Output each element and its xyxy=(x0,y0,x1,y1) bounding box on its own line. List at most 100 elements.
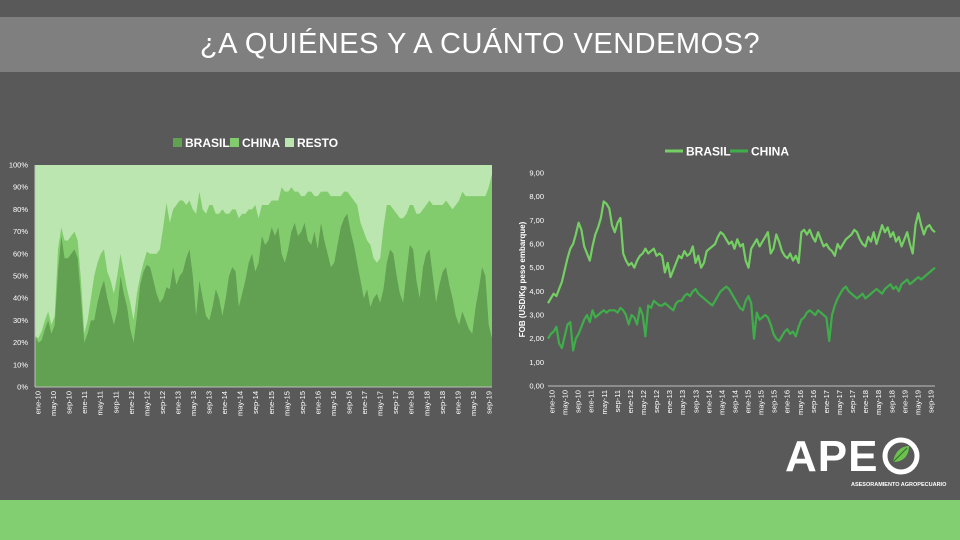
y-tick-label: 6,00 xyxy=(529,240,544,249)
x-tick-label: sep-17 xyxy=(391,391,400,414)
y-tick-label: 30% xyxy=(13,316,28,325)
x-tick-label: sep-12 xyxy=(158,391,167,414)
legend-label: CHINA xyxy=(242,136,280,150)
footer-bar xyxy=(0,500,960,540)
x-tick-label: sep-10 xyxy=(574,390,583,413)
x-tick-label: ene-13 xyxy=(173,391,182,414)
x-tick-label: may-10 xyxy=(561,390,570,415)
x-tick-label: ene-17 xyxy=(822,390,831,413)
x-tick-label: ene-17 xyxy=(360,391,369,414)
x-tick-label: may-18 xyxy=(874,390,883,415)
x-tick-label: may-15 xyxy=(282,391,291,416)
y-tick-label: 5,00 xyxy=(529,263,544,272)
x-tick-label: ene-12 xyxy=(127,391,136,414)
x-tick-label: may-18 xyxy=(422,391,431,416)
x-tick-label: sep-15 xyxy=(770,390,779,413)
x-tick-label: ene-11 xyxy=(80,391,89,414)
legend-swatch xyxy=(285,138,294,147)
x-tick-label: may-13 xyxy=(189,391,198,416)
x-tick-label: may-15 xyxy=(757,390,766,415)
x-tick-label: ene-14 xyxy=(220,391,229,414)
x-tick-label: sep-16 xyxy=(809,390,818,413)
x-tick-label: sep-14 xyxy=(730,390,739,413)
x-tick-label: may-17 xyxy=(835,390,844,415)
y-tick-label: 7,00 xyxy=(529,216,544,225)
x-tick-label: may-16 xyxy=(796,390,805,415)
x-tick-label: may-12 xyxy=(639,390,648,415)
legend-swatch xyxy=(230,138,239,147)
legend-swatch xyxy=(173,138,182,147)
x-tick-label: may-14 xyxy=(236,391,245,416)
x-tick-label: sep-11 xyxy=(111,391,120,413)
y-axis-title: FOB (USD/Kg peso embarque) xyxy=(518,221,527,337)
legend-label: BRASIL xyxy=(185,136,230,150)
x-tick-label: ene-11 xyxy=(587,390,596,413)
x-tick-label: ene-13 xyxy=(665,390,674,413)
y-tick-label: 80% xyxy=(13,205,28,214)
price-line-chart: 0,00 1,00 2,00 3,00 4,00 5,00 6,00 7,00 8,00 9,00… xyxy=(518,145,936,415)
leaf-circle-icon xyxy=(882,437,920,475)
x-tick-label: sep-19 xyxy=(485,391,494,414)
series-line-brasil xyxy=(547,200,936,304)
x-tick-label: may-19 xyxy=(469,391,478,416)
x-tick-label: ene-15 xyxy=(744,390,753,413)
y-tick-label: 20% xyxy=(13,338,28,347)
x-tick-label: sep-11 xyxy=(613,390,622,412)
x-tick-label: may-19 xyxy=(913,390,922,415)
share-area-chart: 0% 10% 20% 30% 40% 50% 60% 70% 80% 90% 100% ene-10 m… xyxy=(9,136,494,416)
x-tick-label: sep-13 xyxy=(691,390,700,413)
y-tick-label: 60% xyxy=(13,249,28,258)
x-tick-label: may-11 xyxy=(600,390,609,414)
series-area-brasil xyxy=(35,213,492,387)
legend-label: RESTO xyxy=(297,136,338,150)
x-tick-label: sep-19 xyxy=(927,390,936,413)
x-tick-label: ene-18 xyxy=(861,390,870,413)
x-tick-label: sep-12 xyxy=(652,390,661,413)
logo-text: APE xyxy=(785,432,879,481)
y-tick-label: 90% xyxy=(13,183,28,192)
x-tick-label: ene-15 xyxy=(267,391,276,414)
x-tick-label: ene-12 xyxy=(626,390,635,413)
x-tick-label: sep-16 xyxy=(345,391,354,414)
x-tick-label: sep-14 xyxy=(251,391,260,414)
y-tick-label: 100% xyxy=(9,161,29,170)
title-bar: ¿A QUIÉNES Y A CUÁNTO VENDEMOS? xyxy=(0,17,960,72)
x-tick-label: ene-19 xyxy=(453,391,462,414)
x-tick-label: sep-17 xyxy=(848,390,857,413)
legend-label: CHINA xyxy=(751,145,789,159)
x-tick-label: ene-16 xyxy=(783,390,792,413)
x-tick-label: sep-13 xyxy=(205,391,214,414)
y-tick-label: 1,00 xyxy=(529,358,544,367)
y-tick-label: 0% xyxy=(17,383,28,392)
y-tick-label: 3,00 xyxy=(529,311,544,320)
x-tick-label: ene-16 xyxy=(313,391,322,414)
y-tick-label: 8,00 xyxy=(529,192,544,201)
x-tick-label: may-17 xyxy=(376,391,385,416)
x-tick-label: sep-10 xyxy=(65,391,74,414)
series-line-china xyxy=(547,266,936,352)
x-tick-label: ene-10 xyxy=(548,390,557,413)
x-tick-label: may-16 xyxy=(329,391,338,416)
page-title: ¿A QUIÉNES Y A CUÁNTO VENDEMOS? xyxy=(199,28,761,60)
y-tick-label: 40% xyxy=(13,294,28,303)
x-tick-label: ene-14 xyxy=(704,390,713,413)
y-tick-label: 9,00 xyxy=(529,169,544,178)
ape-logo: APE ASESORAMIENTO AGROPECUARIO xyxy=(785,432,946,492)
legend-label: BRASIL xyxy=(686,145,731,159)
x-tick-label: may-11 xyxy=(96,391,105,415)
x-tick-label: may-12 xyxy=(142,391,151,416)
x-tick-label: may-13 xyxy=(678,390,687,415)
x-tick-label: ene-10 xyxy=(34,391,43,414)
y-tick-label: 4,00 xyxy=(529,287,544,296)
logo-subtitle: ASESORAMIENTO AGROPECUARIO xyxy=(851,482,947,488)
x-tick-label: sep-18 xyxy=(887,390,896,413)
x-tick-label: may-10 xyxy=(49,391,58,416)
y-tick-label: 70% xyxy=(13,227,28,236)
x-tick-label: sep-18 xyxy=(438,391,447,414)
y-tick-label: 2,00 xyxy=(529,334,544,343)
x-tick-label: sep-15 xyxy=(298,391,307,414)
x-tick-label: ene-18 xyxy=(407,391,416,414)
y-tick-label: 50% xyxy=(13,272,28,281)
y-tick-label: 0,00 xyxy=(529,382,544,391)
x-tick-label: may-14 xyxy=(717,390,726,415)
